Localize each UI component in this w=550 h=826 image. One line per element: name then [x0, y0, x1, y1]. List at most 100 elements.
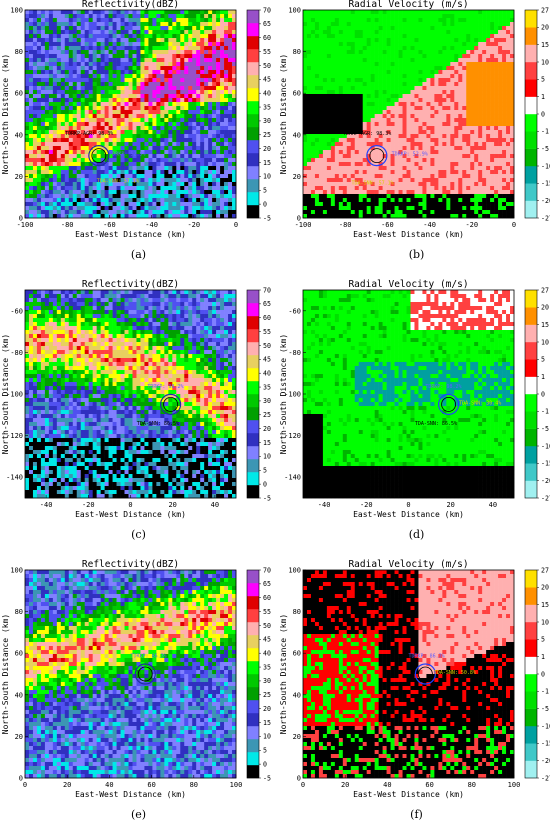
heatmap-cell [184, 98, 188, 102]
heatmap-cell [498, 66, 502, 70]
heatmap-cell [69, 162, 73, 166]
heatmap-cell [434, 138, 438, 142]
heatmap-cell [148, 110, 152, 114]
heatmap-cell [196, 182, 200, 186]
heatmap-cell [49, 178, 53, 182]
heatmap-cell [407, 118, 411, 122]
heatmap-cell [403, 42, 407, 46]
heatmap-cell [355, 106, 359, 110]
heatmap-cell [125, 126, 129, 130]
heatmap-cell [498, 146, 502, 150]
heatmap-cell [25, 70, 29, 74]
heatmap-cell [113, 142, 117, 146]
heatmap-cell [172, 182, 176, 186]
heatmap-cell [355, 18, 359, 22]
heatmap-cell [81, 142, 85, 146]
heatmap-cell [192, 142, 196, 146]
heatmap-cell [69, 150, 73, 154]
heatmap-cell [470, 162, 474, 166]
heatmap-cell [391, 146, 395, 150]
heatmap-cell [117, 110, 121, 114]
heatmap-cell [228, 190, 232, 194]
heatmap-cell [498, 62, 502, 66]
heatmap-cell [462, 18, 466, 22]
heatmap-cell [208, 94, 212, 98]
heatmap-cell [160, 106, 164, 110]
heatmap-cell [61, 54, 65, 58]
heatmap-cell [502, 50, 506, 54]
heatmap-cell [93, 118, 97, 122]
heatmap-cell [383, 14, 387, 18]
heatmap-cell [176, 210, 180, 214]
heatmap-cell [77, 122, 81, 126]
heatmap-cell [367, 22, 371, 26]
heatmap-cell [430, 126, 434, 130]
heatmap-cell [176, 18, 180, 22]
heatmap-cell [188, 58, 192, 62]
heatmap-cell [442, 122, 446, 126]
heatmap-cell [327, 94, 331, 98]
heatmap-cell [506, 114, 510, 118]
heatmap-cell [311, 58, 315, 62]
heatmap-cell [85, 166, 89, 170]
heatmap-cell [65, 150, 69, 154]
heatmap-cell [228, 78, 232, 82]
heatmap-cell [335, 34, 339, 38]
heatmap-cell [478, 18, 482, 22]
heatmap-cell [89, 182, 93, 186]
heatmap-cell [474, 30, 478, 34]
heatmap-cell [188, 118, 192, 122]
heatmap-cell [426, 14, 430, 18]
heatmap-cell [371, 154, 375, 158]
heatmap-cell [65, 102, 69, 106]
heatmap-cell [355, 62, 359, 66]
heatmap-cell [29, 22, 33, 26]
heatmap-cell [355, 74, 359, 78]
heatmap-cell [216, 46, 220, 50]
heatmap-cell [462, 46, 466, 50]
heatmap-cell [140, 66, 144, 70]
heatmap-cell [101, 122, 105, 126]
heatmap-cell [164, 142, 168, 146]
heatmap-cell [168, 14, 172, 18]
heatmap-cell [434, 90, 438, 94]
heatmap-cell [49, 66, 53, 70]
heatmap-cell [97, 146, 101, 150]
heatmap-cell [129, 206, 133, 210]
heatmap-cell [410, 10, 414, 14]
heatmap-cell [172, 14, 176, 18]
heatmap-cell [148, 190, 152, 194]
heatmap-cell [81, 70, 85, 74]
heatmap-cell [101, 114, 105, 118]
heatmap-cell [391, 46, 395, 50]
heatmap-cell [152, 54, 156, 58]
heatmap-cell [470, 138, 474, 142]
heatmap-cell [41, 158, 45, 162]
heatmap-cell [343, 146, 347, 150]
heatmap-cell [407, 142, 411, 146]
heatmap-cell [73, 54, 77, 58]
heatmap-cell [164, 90, 168, 94]
heatmap-cell [363, 46, 367, 50]
heatmap-cell [164, 178, 168, 182]
heatmap-cell [160, 22, 164, 26]
heatmap-cell [228, 198, 232, 202]
heatmap-cell [204, 162, 208, 166]
heatmap-cell [192, 46, 196, 50]
heatmap-cell [403, 98, 407, 102]
heatmap-cell [395, 158, 399, 162]
heatmap-cell [188, 42, 192, 46]
heatmap-cell [351, 70, 355, 74]
heatmap-cell [403, 142, 407, 146]
heatmap-cell [77, 90, 81, 94]
heatmap-cell [140, 190, 144, 194]
heatmap-cell [188, 122, 192, 126]
heatmap-cell [339, 14, 343, 18]
heatmap-cell [105, 94, 109, 98]
heatmap-cell [355, 42, 359, 46]
heatmap-cell [418, 70, 422, 74]
heatmap-cell [144, 210, 148, 214]
heatmap-cell [208, 22, 212, 26]
heatmap-cell [85, 106, 89, 110]
heatmap-cell [319, 170, 323, 174]
